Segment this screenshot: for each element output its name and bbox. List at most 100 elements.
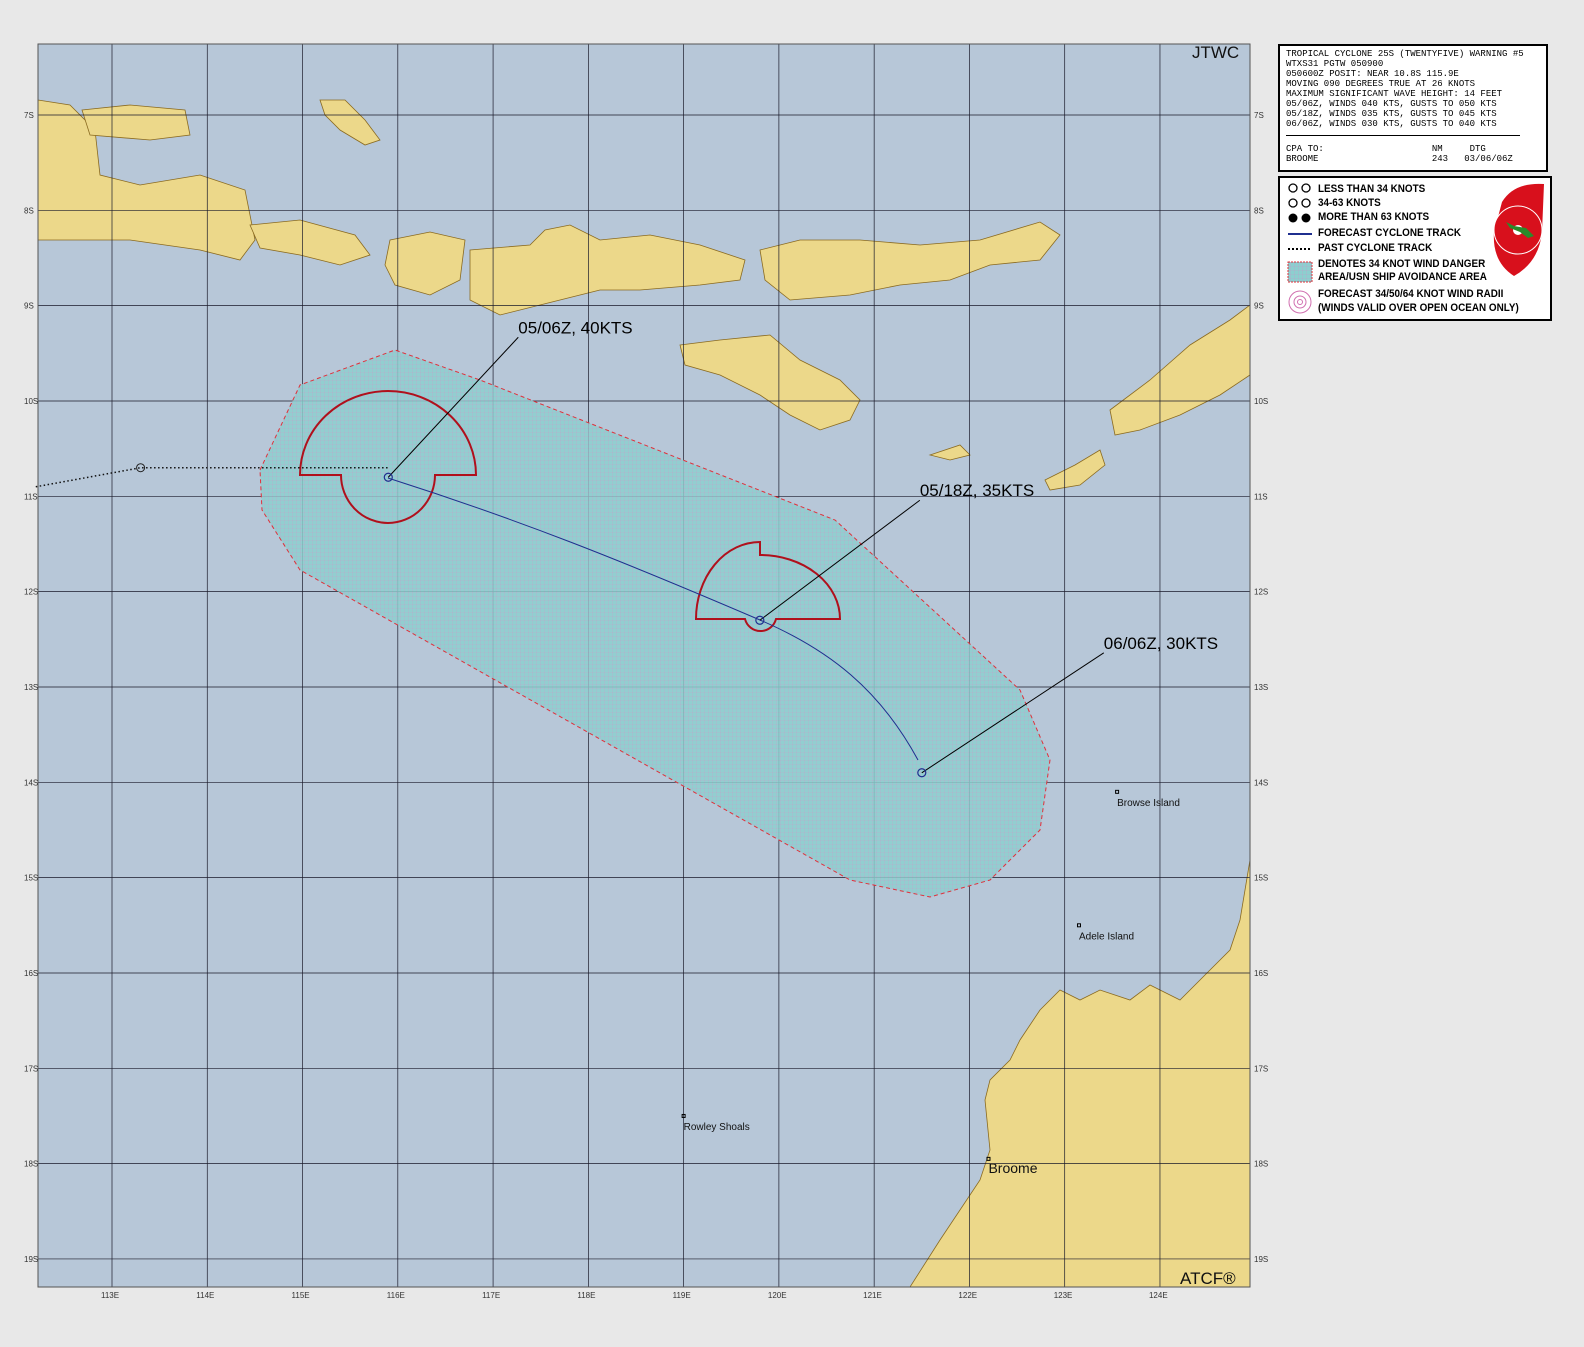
lon-tick-label: 119E (673, 1291, 691, 1300)
forecast-cyclone-track (387, 477, 919, 761)
legend-item: DENOTES 34 KNOT WIND DANGER (1318, 258, 1486, 270)
cyclone-position-icon (917, 768, 927, 778)
legend-item: FORECAST CYCLONE TRACK (1318, 227, 1462, 239)
jtwc-seal-logo (1493, 183, 1544, 276)
madura (81, 104, 191, 141)
forecast-point-label: 06/06Z, 30KTS (1104, 634, 1218, 653)
warning-line: 06/06Z, WINDS 030 KTS, GUSTS TO 040 KTS (1286, 119, 1497, 129)
forecast-leader-line (921, 652, 1105, 774)
legend-item: FORECAST 34/50/64 KNOT WIND RADII (1318, 288, 1504, 300)
lat-tick-label: 8S (1254, 206, 1264, 215)
atcf-label: ATCF® (1180, 1269, 1236, 1288)
place-label: Broome (988, 1160, 1037, 1176)
warning-line: 05/18Z, WINDS 035 KTS, GUSTS TO 045 KTS (1286, 109, 1497, 119)
place-marker-icon (681, 1113, 686, 1118)
lat-tick-label: 12S (1254, 588, 1268, 597)
forecast-point-label: 05/06Z, 40KTS (518, 318, 632, 337)
lat-tick-label: 19S (1254, 1255, 1268, 1264)
lon-tick-label: 116E (387, 1291, 405, 1300)
lat-tick-label: 15S (1254, 874, 1268, 883)
kangean (319, 99, 381, 146)
lon-tick-label: 113E (101, 1291, 119, 1300)
warning-line: 05/06Z, WINDS 040 KTS, GUSTS TO 050 KTS (1286, 99, 1497, 109)
place-label: Adele Island (1079, 931, 1134, 942)
forecast-point-label: 05/18Z, 35KTS (920, 481, 1034, 500)
lat-tick-label: 18S (1254, 1160, 1268, 1169)
warning-line: WTXS31 PGTW 050900 (1286, 59, 1384, 69)
place-labels: Browse Island Adele Island Rowley Shoals Br… (681, 789, 1180, 1176)
cyclone-position-icon (755, 615, 765, 625)
lat-tick-label: 16S (1254, 969, 1268, 978)
past-position-icon (136, 463, 146, 473)
lon-tick-label: 114E (196, 1291, 214, 1300)
land-masses (38, 99, 1250, 1287)
map-frame (37, 43, 1251, 1288)
wind-radii-0506z (298, 390, 478, 524)
lon-tick-label: 118E (577, 1291, 595, 1300)
lat-tick-label: 7S (1254, 111, 1264, 120)
lat-tick-label: 9S (1254, 302, 1264, 311)
sawu (928, 444, 971, 461)
place-marker-icon (1115, 789, 1120, 794)
weak-cyclone-icon (1288, 183, 1298, 193)
lat-tick-label: 16S (24, 969, 38, 978)
lat-tick-label: 14S (1254, 778, 1268, 787)
wind-danger-area (259, 349, 1051, 898)
warning-title: TROPICAL CYCLONE 25S (TWENTYFIVE) WARNIN… (1286, 49, 1524, 59)
lon-tick-label: 123E (1054, 1291, 1073, 1300)
legend-item: LESS THAN 34 KNOTS (1318, 183, 1426, 195)
legend-item: 34-63 KNOTS (1318, 197, 1381, 209)
forecast-points: 05/06Z, 40KTS 05/18Z, 35KTS 06/06Z, 30KTS (136, 318, 1218, 778)
warning-info-box: TROPICAL CYCLONE 25S (TWENTYFIVE) WARNIN… (1278, 44, 1548, 172)
lat-tick-label: 13S (24, 683, 38, 692)
roti (1044, 449, 1106, 491)
legend-box: LESS THAN 34 KNOTS 34-63 KNOTS MORE THAN… (1278, 176, 1552, 321)
lon-tick-label: 120E (768, 1291, 787, 1300)
australia (909, 859, 1250, 1287)
lon-tick-label: 117E (482, 1291, 500, 1300)
forecast-leader-line (387, 336, 519, 478)
lon-tick-label: 115E (292, 1291, 310, 1300)
cpa-header: CPA TO: NM DTG (1286, 144, 1486, 154)
agency-label: JTWC (1192, 43, 1239, 62)
flores (759, 221, 1061, 301)
lat-tick-label: 8S (24, 206, 34, 215)
warning-line: MOVING 090 DEGREES TRUE AT 26 KNOTS (1286, 79, 1476, 89)
lat-tick-label: 7S (24, 111, 34, 120)
danger-area-icon (1287, 261, 1313, 283)
bali (249, 219, 371, 266)
moderate-cyclone-icon (1288, 198, 1298, 208)
lat-tick-label: 11S (1254, 492, 1268, 501)
cyclone-position-icon (383, 472, 393, 482)
wind-radii (298, 390, 842, 632)
lat-tick-label: 9S (24, 302, 34, 311)
legend-item: AREA/USN SHIP AVOIDANCE AREA (1318, 271, 1487, 283)
legend-symbols (1287, 183, 1313, 314)
lat-tick-label: 18S (24, 1160, 38, 1169)
lon-tick-label: 124E (1149, 1291, 1168, 1300)
cpa-row: BROOME 243 03/06/06Z (1286, 154, 1513, 164)
lat-tick-label: 15S (24, 874, 38, 883)
lon-tick-label: 122E (958, 1291, 977, 1300)
lat-tick-label: 19S (24, 1255, 38, 1264)
lat-tick-label: 10S (24, 397, 38, 406)
legend-item: (WINDS VALID OVER OPEN OCEAN ONLY) (1318, 302, 1519, 314)
sumba (679, 334, 861, 431)
wind-radii-icon (1288, 290, 1312, 314)
place-marker-icon (1076, 923, 1081, 928)
forecast-leader-line (759, 499, 921, 621)
lon-tick-label: 121E (863, 1291, 882, 1300)
place-label: Rowley Shoals (684, 1122, 750, 1133)
lombok (384, 231, 466, 296)
warning-line: MAXIMUM SIGNIFICANT WAVE HEIGHT: 14 FEET (1286, 89, 1503, 99)
lat-tick-label: 14S (24, 778, 38, 787)
strong-cyclone-icon (1288, 213, 1298, 223)
lat-tick-label: 17S (24, 1064, 38, 1073)
warning-line: 050600Z POSIT: NEAR 10.8S 115.9E (1286, 69, 1459, 79)
wind-radii-0518z (694, 540, 842, 632)
sumbawa (469, 224, 746, 316)
divider (1286, 135, 1520, 136)
lat-tick-label: 13S (1254, 683, 1268, 692)
lat-tick-label: 17S (1254, 1064, 1268, 1073)
